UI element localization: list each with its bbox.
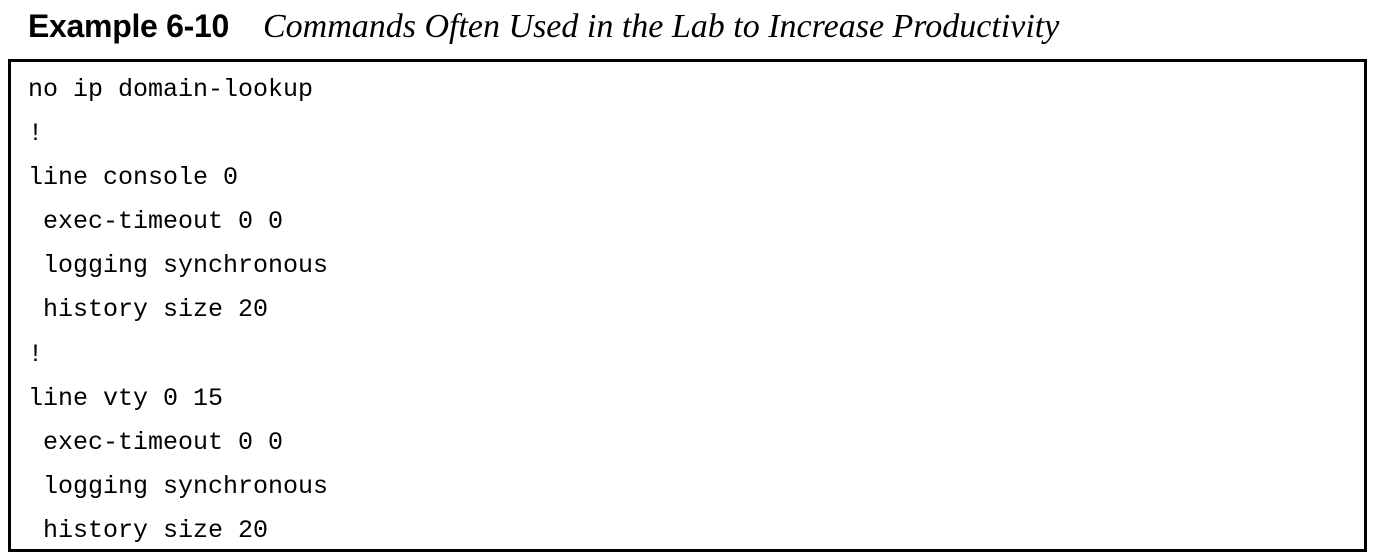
code-line: ! <box>28 339 44 369</box>
code-line: history size 20 <box>28 295 269 325</box>
example-title: Commands Often Used in the Lab to Increa… <box>262 8 1060 45</box>
code-line: exec-timeout 0 0 <box>28 427 284 457</box>
code-line: exec-timeout 0 0 <box>28 207 284 237</box>
code-line: logging synchronous <box>28 251 329 281</box>
code-line: ! <box>28 119 44 149</box>
code-line: line vty 0 15 <box>28 383 224 413</box>
example-caption: Example 6-10 Commands Often Used in the … <box>28 8 1059 52</box>
example-number: Example 6-10 <box>28 8 229 44</box>
code-line: history size 20 <box>28 515 269 545</box>
code-line: no ip domain-lookup <box>28 75 314 104</box>
code-line: logging synchronous <box>28 471 329 501</box>
code-line: line console 0 <box>28 163 239 193</box>
code-listing-box: no ip domain-lookup ! line console 0 exe… <box>8 59 1367 552</box>
code-listing: no ip domain-lookup ! line console 0 exe… <box>28 73 328 558</box>
